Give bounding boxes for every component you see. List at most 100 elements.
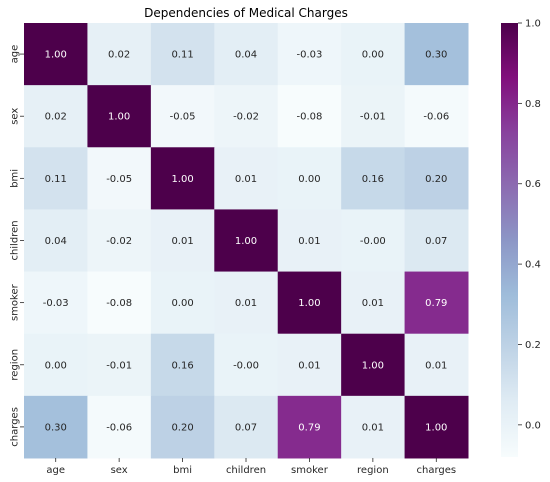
colorbar-tick-label: 0.2 <box>525 340 541 351</box>
heatmap-cell <box>87 271 152 335</box>
heatmap-cell <box>150 333 215 397</box>
cell-value-label: 0.01 <box>362 298 384 309</box>
cell-value-label: 1.00 <box>108 112 130 123</box>
cell-value-label: 0.04 <box>45 236 67 247</box>
heatmap-cell <box>277 271 342 335</box>
heatmap-cell <box>341 209 406 273</box>
cell-value-label: 0.01 <box>362 422 384 433</box>
cell-value-label: 0.00 <box>298 174 320 185</box>
heatmap-cell <box>24 209 88 273</box>
y-tick-label: sex <box>10 108 21 125</box>
cell-value-label: 0.01 <box>425 360 447 371</box>
x-axis-ticks: age sex bmi children smoker region charges <box>46 457 456 476</box>
cell-value-label: -0.08 <box>106 298 132 309</box>
cell-value-label: 0.16 <box>362 174 384 185</box>
cell-value-label: -0.01 <box>106 360 132 371</box>
heatmap-cell <box>214 147 279 210</box>
heatmap-cell <box>277 23 342 86</box>
cell-value-label: 0.30 <box>45 422 67 433</box>
heatmap-cell <box>150 147 215 210</box>
cell-value-label: 0.01 <box>298 360 320 371</box>
cell-value-label: 0.02 <box>45 112 67 123</box>
cell-value-label: 1.00 <box>45 50 67 61</box>
cell-value-label: 0.02 <box>108 50 130 61</box>
heatmap-cell <box>404 147 469 210</box>
heatmap-cells: 1.00 0.02 0.11 0.04 -0.03 0.00 0.30 0.02 1.00 -0.… <box>24 23 469 459</box>
heatmap-cell <box>404 333 469 397</box>
heatmap-cell <box>214 85 279 148</box>
y-tick-label: children <box>10 220 21 260</box>
cell-value-label: 0.07 <box>425 236 447 247</box>
y-tick-label: bmi <box>10 169 21 188</box>
y-tick-label: region <box>10 349 21 381</box>
x-tick-label: sex <box>111 465 128 476</box>
heatmap-cell <box>214 333 279 397</box>
heatmap-cell <box>24 333 88 397</box>
heatmap-cell <box>214 395 279 459</box>
heatmap-cell <box>214 23 279 86</box>
chart-title: Dependencies of Medical Charges <box>144 6 348 20</box>
cell-value-label: -0.05 <box>106 174 132 185</box>
x-tick-label: charges <box>416 465 456 476</box>
colorbar-tick-label: 0.8 <box>525 99 541 110</box>
heatmap-cell <box>404 395 469 459</box>
heatmap-cell <box>24 147 88 210</box>
cell-value-label: 1.00 <box>362 360 384 371</box>
x-tick-label: children <box>226 465 266 476</box>
y-tick-label: charges <box>10 407 21 447</box>
cell-value-label: 1.00 <box>425 422 447 433</box>
heatmap-cell <box>150 85 215 148</box>
heatmap-cell <box>24 395 88 459</box>
heatmap-cell <box>150 395 215 459</box>
heatmap-cell <box>87 85 152 148</box>
cell-value-label: -0.03 <box>43 298 69 309</box>
heatmap-cell <box>87 333 152 397</box>
heatmap-cell <box>24 85 88 148</box>
cell-value-label: 0.16 <box>171 360 193 371</box>
x-tick-label: region <box>357 465 389 476</box>
cell-value-label: 0.11 <box>45 174 67 185</box>
heatmap-cell <box>24 23 88 86</box>
cell-value-label: 0.00 <box>45 360 67 371</box>
cell-value-label: -0.08 <box>296 112 322 123</box>
heatmap-cell <box>277 85 342 148</box>
heatmap-cell <box>150 23 215 86</box>
heatmap-cell <box>404 85 469 148</box>
cell-value-label: -0.00 <box>233 360 259 371</box>
heatmap-cell <box>277 209 342 273</box>
colorbar-tick-label: 0.4 <box>525 260 541 271</box>
heatmap-cell <box>87 395 152 459</box>
cell-value-label: 0.30 <box>425 50 447 61</box>
heatmap-cell <box>87 23 152 86</box>
cell-value-label: 0.04 <box>235 50 257 61</box>
cell-value-label: 0.00 <box>171 298 193 309</box>
cell-value-label: 0.79 <box>298 422 320 433</box>
heatmap-cell <box>87 147 152 210</box>
heatmap-cell <box>404 209 469 273</box>
cell-value-label: 0.01 <box>235 298 257 309</box>
y-axis-ticks: age sex bmi children smoker region charges <box>10 45 24 447</box>
cell-value-label: 0.20 <box>425 174 447 185</box>
y-tick-label: age <box>10 45 21 64</box>
colorbar-tick-label: 1.0 <box>525 19 541 30</box>
cell-value-label: -0.01 <box>360 112 386 123</box>
cell-value-label: -0.06 <box>423 112 449 123</box>
cell-value-label: 0.01 <box>171 236 193 247</box>
x-tick-label: bmi <box>173 465 192 476</box>
colorbar-tick-label: 0.0 <box>525 420 541 431</box>
cell-value-label: 1.00 <box>298 298 320 309</box>
heatmap-cell <box>404 23 469 86</box>
x-tick-label: age <box>46 465 65 476</box>
heatmap-cell <box>87 209 152 273</box>
cell-value-label: 0.11 <box>171 50 193 61</box>
colorbar: 0.0 0.2 0.4 0.6 0.8 1.0 <box>501 19 541 457</box>
heatmap-cell <box>214 271 279 335</box>
heatmap-cell <box>24 271 88 335</box>
colorbar-gradient <box>501 23 518 457</box>
heatmap-cell <box>341 395 406 459</box>
cell-value-label: -0.03 <box>296 50 322 61</box>
cell-value-label: 1.00 <box>235 236 257 247</box>
cell-value-label: -0.02 <box>233 112 259 123</box>
heatmap-cell <box>277 333 342 397</box>
